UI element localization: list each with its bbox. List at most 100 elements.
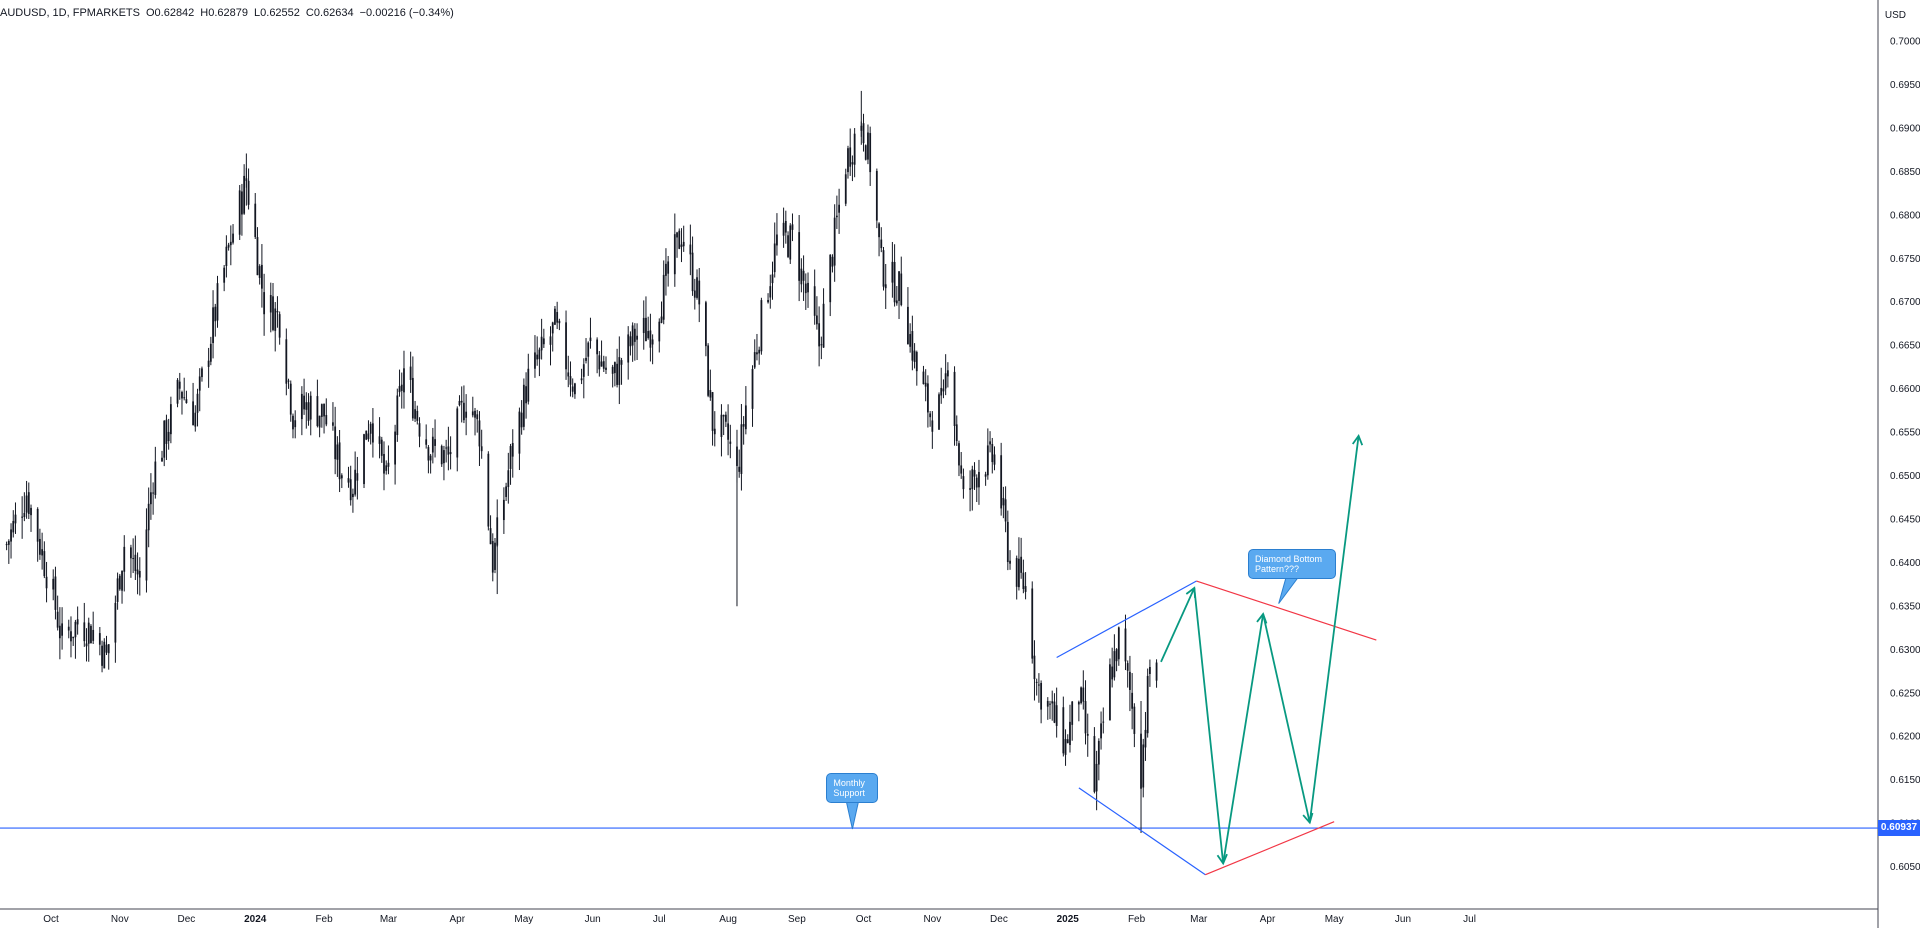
candle-body xyxy=(1071,701,1074,725)
x-tick-label: Mar xyxy=(1190,914,1208,925)
candle-body xyxy=(542,338,545,345)
diamond-bottom-callout[interactable]: Diamond Bottom Pattern??? xyxy=(1247,548,1336,579)
candle-body xyxy=(418,423,421,437)
candle-body xyxy=(449,452,452,455)
candle-body xyxy=(52,578,55,590)
candle-body xyxy=(443,450,445,464)
candle-body xyxy=(10,529,12,542)
candle-body xyxy=(256,237,259,276)
candle-body xyxy=(620,360,623,365)
candle-body xyxy=(673,234,676,275)
candle-body xyxy=(305,402,308,410)
candle-body xyxy=(118,575,121,590)
candle-body xyxy=(383,454,385,474)
candle-body xyxy=(429,455,432,461)
candle-body xyxy=(893,261,896,303)
candle-body xyxy=(727,423,729,440)
candle-body xyxy=(924,382,927,387)
candle-body xyxy=(602,361,605,369)
candle-body xyxy=(571,386,574,392)
candle-body xyxy=(70,631,72,642)
candle-body xyxy=(1115,649,1118,662)
candle-body xyxy=(875,170,878,221)
candle-body xyxy=(241,191,243,215)
candle-body xyxy=(944,373,947,389)
candle-body xyxy=(416,410,419,421)
candle-body xyxy=(574,383,576,395)
candle-body xyxy=(83,622,86,642)
candle-body xyxy=(98,633,101,645)
x-tick-label: 2024 xyxy=(244,914,267,925)
candle-body xyxy=(807,282,809,293)
candle-body xyxy=(767,299,769,303)
candle-body xyxy=(276,310,279,313)
close-value: 0.62634 xyxy=(313,7,354,19)
candle-body xyxy=(1015,558,1018,587)
candle-body xyxy=(23,513,26,518)
candle-body xyxy=(636,335,638,340)
candle-body xyxy=(613,362,616,374)
candle-body xyxy=(154,461,157,495)
candle-body xyxy=(300,393,303,420)
x-tick-label: Aug xyxy=(719,914,737,925)
candle-body xyxy=(536,354,539,360)
candle-body xyxy=(316,396,319,426)
candle-body xyxy=(538,349,541,360)
candle-body xyxy=(895,300,898,304)
projection-arrow-segment xyxy=(1308,435,1360,823)
high-value: 0.62879 xyxy=(208,7,249,19)
candle-body xyxy=(940,387,943,396)
candle-body xyxy=(789,225,792,260)
candle-body xyxy=(278,314,281,338)
candle-body xyxy=(427,447,430,461)
candle-body xyxy=(1129,671,1131,690)
y-tick-label: 0.70000 xyxy=(1890,37,1920,48)
x-tick-label: Sep xyxy=(788,914,806,925)
candle-body xyxy=(693,290,696,298)
monthly-support-callout[interactable]: Monthly Support xyxy=(826,772,879,803)
candle-body xyxy=(1046,700,1049,707)
candle-body xyxy=(27,492,30,514)
candle-body xyxy=(880,239,883,249)
candle-body xyxy=(480,446,483,452)
symbol-name[interactable]: AUDUSD, 1D, FPMARKETS xyxy=(0,7,140,19)
candle-body xyxy=(132,558,135,560)
candle-body xyxy=(471,411,474,416)
candle-body xyxy=(660,316,663,323)
support-price-label: 0.60937 xyxy=(1878,820,1920,837)
candle-body xyxy=(946,370,949,377)
candle-body xyxy=(425,439,428,445)
symbol-header: AUDUSD, 1D, FPMARKETS O0.62842 H0.62879 … xyxy=(0,0,454,26)
candle-body xyxy=(696,277,698,298)
candle-body xyxy=(76,619,79,625)
candle-body xyxy=(724,414,727,422)
candle-body xyxy=(334,426,337,460)
candle-body xyxy=(380,439,383,456)
diamond-lower-left-line xyxy=(1078,787,1206,876)
candle-body xyxy=(776,234,778,246)
candle-body xyxy=(58,625,61,639)
candle-body xyxy=(289,383,292,415)
candle-body xyxy=(74,621,77,638)
candle-body xyxy=(303,395,305,410)
candle-body xyxy=(130,547,132,559)
candle-body xyxy=(822,303,825,348)
candle-body xyxy=(740,424,743,474)
candle-body xyxy=(45,576,48,589)
candle-body xyxy=(1066,739,1069,744)
candle-body xyxy=(165,419,168,444)
candle-body xyxy=(363,434,365,485)
candle-body xyxy=(738,466,741,472)
candle-body xyxy=(616,363,618,385)
candle-body xyxy=(1102,721,1105,723)
currency-label[interactable]: USD xyxy=(1884,10,1906,21)
candle-body xyxy=(784,220,787,233)
